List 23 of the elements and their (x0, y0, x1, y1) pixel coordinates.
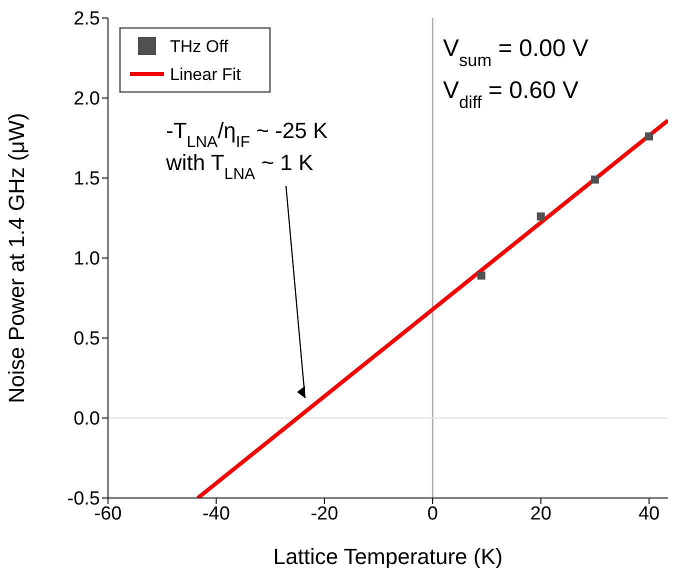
annotation: with T$_{LNA}$ ~ 1 K (165, 150, 314, 182)
x-tick-label: -40 (202, 503, 230, 524)
y-tick-label: 1.5 (74, 168, 100, 190)
y-axis-title: Noise Power at 1.4 GHz (μW) (4, 112, 29, 404)
x-tick-label: 40 (638, 503, 660, 524)
y-tick-label: 1.0 (74, 248, 100, 270)
legend-label: THz Off (170, 37, 229, 56)
legend-label: Linear Fit (170, 65, 242, 84)
point (536, 212, 545, 220)
y-tick-label: -0.5 (67, 488, 100, 510)
annotation: V$_{sum}$ = 0.00 V (443, 35, 588, 70)
annotation: -T$_{LNA}$/η$_{IF}$ ~ -25 K (166, 118, 328, 150)
y-tick-label: 0.0 (74, 408, 100, 430)
y-tick-label: 0.5 (74, 328, 100, 350)
y-tick-label: 2.0 (74, 88, 100, 110)
annotation: V$_{diff}$ = 0.60 V (443, 77, 578, 112)
point (477, 272, 486, 280)
x-tick-label: 0 (427, 503, 438, 524)
x-tick-label: -20 (310, 503, 338, 524)
x-tick-label: 20 (530, 503, 552, 524)
y-tick-label: 2.5 (74, 8, 100, 30)
point (645, 132, 654, 140)
point (590, 176, 599, 184)
